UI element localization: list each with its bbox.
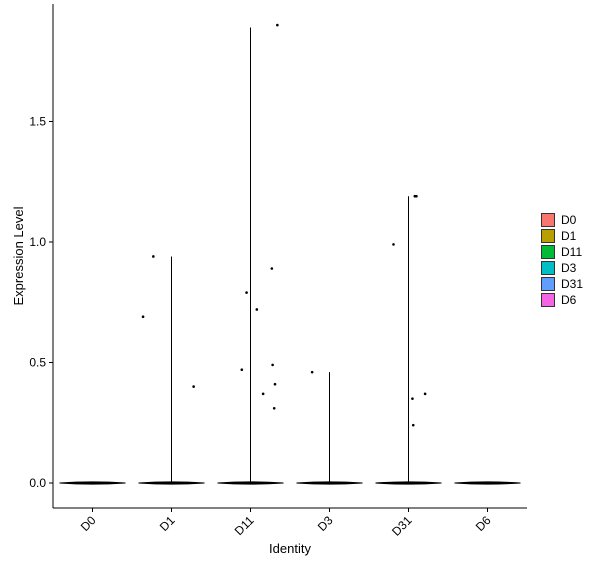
legend-swatch: [541, 261, 555, 275]
x-axis-title: Identity: [269, 541, 311, 556]
data-point: [245, 291, 248, 294]
legend-swatch: [541, 213, 555, 227]
legend-swatch: [541, 229, 555, 243]
x-tick-label: D31: [389, 513, 415, 539]
legend-label: D3: [561, 261, 577, 275]
x-tick-label: D0: [78, 513, 99, 534]
legend-item: D1: [541, 228, 583, 244]
legend-item: D3: [541, 260, 583, 276]
y-tick-label: 1.0: [29, 235, 46, 249]
plot-area: [59, 23, 521, 485]
legend-label: D11: [561, 245, 583, 259]
legend-label: D0: [561, 213, 577, 227]
x-tick-label: D1: [157, 513, 178, 534]
legend-label: D1: [561, 229, 577, 243]
legend-swatch: [541, 245, 555, 259]
data-point: [255, 308, 259, 311]
data-point: [411, 423, 415, 427]
legend-label: D31: [561, 277, 584, 291]
violin-D0: [59, 481, 126, 485]
y-tick-label: 0.5: [29, 356, 46, 370]
data-point: [152, 255, 155, 258]
data-point: [411, 397, 414, 400]
data-point: [141, 315, 145, 319]
legend-swatch: [541, 293, 555, 307]
data-point: [240, 368, 244, 372]
legend: D0 D1 D11 D3 D31 D6: [541, 212, 583, 308]
legend-label: D6: [561, 293, 577, 307]
legend-item: D11: [541, 244, 583, 260]
legend-swatch: [541, 277, 555, 291]
data-point: [423, 392, 427, 396]
data-point: [261, 392, 265, 396]
data-point: [192, 385, 195, 388]
data-point: [270, 267, 274, 270]
legend-item: D0: [541, 212, 583, 228]
x-tick-label: D3: [315, 513, 336, 534]
data-point: [273, 382, 277, 386]
data-point: [310, 370, 314, 374]
x-axis-ticks: D0 D1 D11 D3 D31 D6: [78, 508, 494, 539]
data-point: [415, 194, 418, 198]
y-axis-ticks: 0.0 0.5 1.0 1.5: [29, 115, 53, 490]
legend-item: D6: [541, 292, 583, 308]
data-point: [276, 23, 279, 27]
y-tick-label: 0.0: [29, 476, 46, 490]
data-point: [272, 406, 276, 410]
violin-D6: [454, 481, 521, 485]
legend-item: D31: [541, 276, 583, 292]
y-tick-label: 1.5: [29, 115, 46, 129]
y-axis-title: Expression Level: [11, 206, 26, 305]
data-point: [271, 363, 274, 367]
data-point: [392, 243, 395, 246]
x-tick-label: D11: [232, 513, 257, 538]
x-tick-label: D6: [473, 513, 494, 534]
